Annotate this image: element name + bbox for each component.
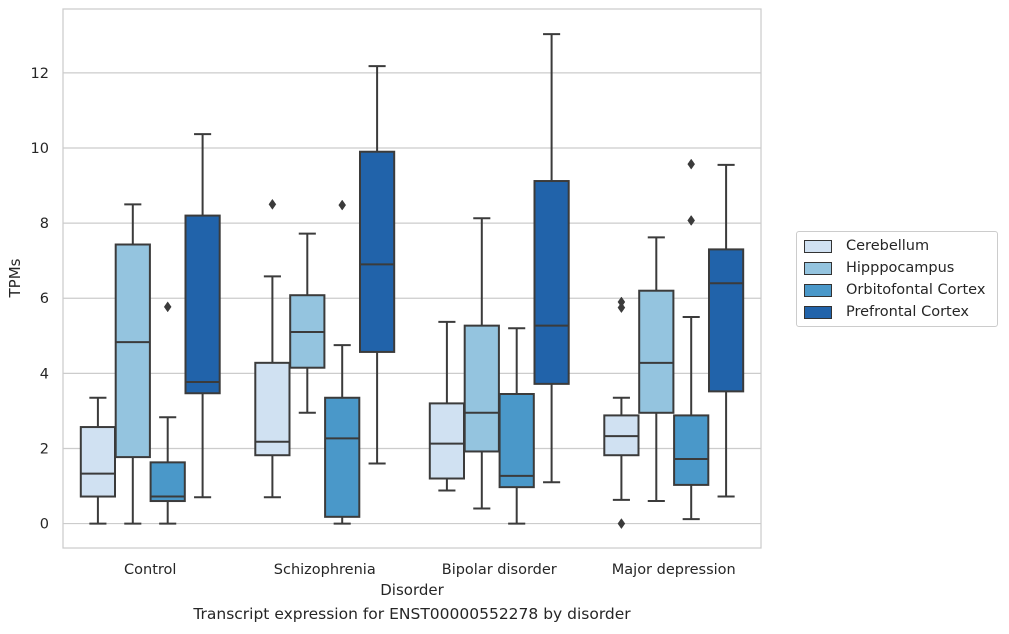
legend-item-cerebellum: Cerebellum <box>804 236 929 256</box>
box-prefrontal-cortex <box>184 133 221 499</box>
legend-label: Orbitofontal Cortex <box>846 282 986 298</box>
legend-swatch-prefrontal-cortex <box>804 305 832 319</box>
x-axis-label: Disorder <box>380 581 444 599</box>
legend-swatch-orbitofontal-cortex <box>804 283 832 297</box>
iqr-box <box>463 324 500 453</box>
iqr-box <box>184 214 221 395</box>
legend-swatch-cerebellum <box>804 239 832 253</box>
legend-label: Cerebellum <box>846 238 930 254</box>
iqr-box <box>498 393 535 489</box>
outlier-point <box>687 215 696 226</box>
outlier-point <box>617 518 626 530</box>
box-cerebellum <box>428 320 466 492</box>
box-orbitofontal-cortex <box>324 199 361 525</box>
legend-label: Hipppocampus <box>846 260 955 276</box>
legend-item-prefrontal-cortex: Prefrontal Cortex <box>804 302 969 322</box>
y-tick-label: 10 <box>31 141 49 157</box>
iqr-box <box>638 289 675 414</box>
y-axis-label: TPMs <box>6 258 24 298</box>
y-tick-label: 0 <box>40 517 49 533</box>
box-hipppocampus <box>638 236 675 503</box>
legend-swatch-hipppocampus <box>804 261 832 275</box>
box-prefrontal-cortex <box>707 163 745 498</box>
iqr-box <box>114 243 151 459</box>
iqr-box <box>79 426 117 498</box>
box-cerebellum <box>79 396 117 525</box>
iqr-box <box>533 180 570 385</box>
iqr-box <box>673 414 710 486</box>
outlier-point <box>687 158 696 170</box>
iqr-box <box>149 461 186 503</box>
iqr-box <box>707 248 745 393</box>
y-tick-label: 8 <box>40 216 49 232</box>
x-tick-label: Control <box>124 562 176 578</box>
legend-label: Prefrontal Cortex <box>846 304 969 320</box>
iqr-box <box>324 396 361 518</box>
iqr-box <box>254 361 291 457</box>
plot-area <box>63 9 761 548</box>
x-tick-label: Bipolar disorder <box>442 562 557 578</box>
y-tick-label: 6 <box>40 291 49 307</box>
box-cerebellum <box>603 296 640 530</box>
y-tick-label: 4 <box>40 366 49 382</box>
box-hipppocampus <box>289 232 326 414</box>
y-tick-label: 12 <box>31 66 49 82</box>
outlier-point <box>163 301 172 313</box>
box-hipppocampus <box>463 217 500 510</box>
plot-frame <box>62 8 762 549</box>
outlier-point <box>617 296 626 308</box>
iqr-box <box>428 402 466 480</box>
boxes <box>79 33 745 530</box>
box-prefrontal-cortex <box>533 33 570 484</box>
box-orbitofontal-cortex <box>149 301 186 525</box>
grid-lines <box>63 72 761 525</box>
box-hipppocampus <box>114 203 151 525</box>
figure-caption: Transcript expression for ENST0000055227… <box>193 605 631 623</box>
outlier-point <box>268 198 277 210</box>
box-prefrontal-cortex <box>358 65 396 465</box>
iqr-box <box>358 150 396 353</box>
outlier-point <box>617 302 626 314</box>
box-cerebellum <box>254 198 291 499</box>
x-tick-label: Schizophrenia <box>274 562 376 578</box>
tick-labels: 0 2 4 6 8 10 12 Control Schizophrenia Bipolar dis… <box>31 66 736 578</box>
box-orbitofontal-cortex <box>498 327 535 525</box>
legend: Cerebellum Hipppocampus Orbitofontal Cor… <box>796 231 998 327</box>
outlier-point <box>338 199 347 211</box>
y-tick-label: 2 <box>40 441 49 457</box>
box-orbitofontal-cortex <box>673 158 710 521</box>
x-tick-label: Major depression <box>612 562 736 578</box>
legend-item-orbitofontal-cortex: Orbitofontal Cortex <box>804 280 985 300</box>
legend-item-hipppocampus: Hipppocampus <box>804 258 954 278</box>
